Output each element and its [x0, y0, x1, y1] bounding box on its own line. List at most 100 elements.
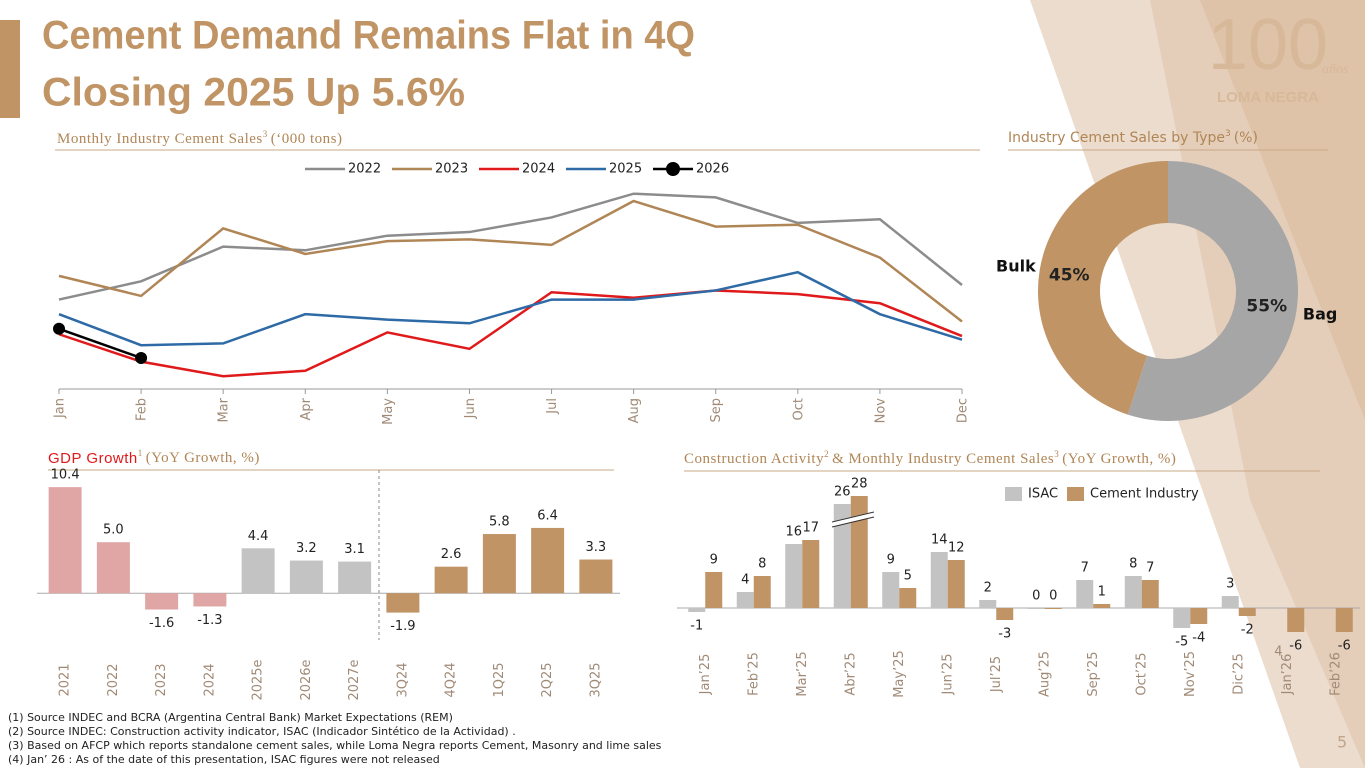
- x-tick-label: 2021: [58, 663, 73, 696]
- bar: [386, 593, 420, 613]
- series-line: [58, 289, 963, 378]
- bar: [850, 496, 868, 608]
- bar: [1027, 608, 1045, 609]
- bar: [979, 600, 997, 608]
- x-tick-label: Oct’25: [1134, 652, 1149, 695]
- category-label: Bulk: [996, 256, 1036, 275]
- axis-break: [831, 516, 875, 528]
- data-label: 8: [758, 557, 766, 572]
- legend-swatch: [1005, 487, 1022, 501]
- legend-label: Cement Industry: [1090, 487, 1199, 502]
- data-label: 4: [741, 573, 749, 588]
- bar: [531, 527, 565, 594]
- data-label: 6.4: [537, 508, 558, 523]
- bar: [736, 592, 754, 608]
- title-note: 3: [1054, 449, 1059, 459]
- bar: [289, 560, 323, 594]
- x-tick-label: Jun’25: [940, 654, 955, 696]
- x-tick-label: Jan’26: [1280, 654, 1295, 696]
- x-tick-label: Feb’25: [746, 652, 761, 696]
- data-label: 0: [1049, 589, 1057, 604]
- bar: [833, 504, 851, 608]
- footnote: (4) Jan’ 26 : As of the date of this pre…: [8, 753, 440, 766]
- data-label: -6: [1338, 639, 1351, 654]
- bar: [1124, 576, 1142, 608]
- x-tick-label: Jan: [53, 398, 68, 419]
- series-line: [58, 199, 963, 323]
- data-label: -1.6: [149, 616, 174, 631]
- bar: [1044, 608, 1062, 609]
- data-label: 9: [887, 553, 895, 568]
- title-text: & Monthly Industry Cement Sales: [832, 451, 1054, 467]
- axis-break: [831, 511, 875, 527]
- logo-number: 100: [1208, 5, 1328, 85]
- bar: [1221, 596, 1239, 608]
- series-line: [58, 327, 142, 360]
- legend-marker: [666, 162, 680, 176]
- bar: [338, 561, 372, 594]
- bar: [753, 576, 771, 608]
- data-label: -4: [1192, 631, 1205, 646]
- bar: [434, 566, 468, 594]
- logo-script: años: [1322, 62, 1349, 77]
- donut-slice: [1038, 161, 1168, 415]
- x-tick-label: 3Q24: [395, 662, 410, 697]
- data-label: -1.9: [390, 619, 415, 634]
- bar: [785, 544, 803, 608]
- data-label: 2.6: [441, 547, 462, 562]
- data-label: 5.8: [489, 515, 510, 530]
- x-tick-label: 2026e: [299, 659, 314, 700]
- title-text: Monthly Industry Cement Sales: [57, 131, 263, 147]
- legend-label: 2025: [609, 162, 642, 177]
- x-tick-label: Dec: [956, 398, 971, 423]
- data-label: 3.3: [586, 540, 607, 555]
- point: [135, 351, 148, 364]
- x-tick-label: 3Q25: [588, 662, 603, 697]
- legend-swatch: [1067, 487, 1084, 501]
- data-label: 1: [1098, 585, 1106, 600]
- data-label: 4.4: [248, 529, 269, 544]
- x-tick-label: Dic’25: [1231, 653, 1246, 694]
- data-label: -2: [1241, 623, 1254, 638]
- title-unit: (‘000 tons): [271, 131, 343, 147]
- bar: [882, 572, 900, 608]
- x-tick-label: Abr’25: [843, 652, 858, 695]
- bar: [996, 608, 1014, 620]
- bar: [241, 548, 275, 594]
- axis-break: [831, 511, 875, 523]
- x-tick-label: 2027e: [347, 659, 362, 700]
- x-tick-label: 2024: [202, 663, 217, 696]
- data-label: -6: [1289, 639, 1302, 654]
- bar: [1173, 608, 1191, 628]
- bar: [688, 608, 706, 612]
- data-label: 17: [802, 521, 819, 536]
- bar: [947, 560, 965, 608]
- legend-label: 2022: [348, 162, 381, 177]
- x-tick-label: Oct: [791, 398, 806, 420]
- legend-label: 2026: [696, 162, 729, 177]
- title-bar: [0, 20, 20, 118]
- title-note: 3: [263, 129, 268, 139]
- bar: [1093, 604, 1111, 608]
- title-note: 2: [824, 449, 829, 459]
- chart-title: Construction Activity2 & Monthly Industry…: [684, 449, 1176, 467]
- x-tick-label: Apr: [299, 397, 314, 420]
- data-label: -1: [690, 619, 703, 634]
- page-number: 5: [1337, 733, 1347, 752]
- bar: [193, 593, 227, 607]
- x-tick-label: Sep’25: [1086, 651, 1101, 696]
- data-label: 0: [1032, 589, 1040, 604]
- x-tick-label: Aug’25: [1037, 651, 1052, 697]
- point: [53, 322, 65, 335]
- title-text: Construction Activity: [684, 451, 824, 467]
- chart-title: Industry Cement Sales by Type3 (%): [1008, 129, 1258, 147]
- x-tick-label: Sep: [709, 398, 724, 423]
- x-tick-label: Mar: [217, 397, 232, 422]
- bar: [579, 559, 613, 594]
- series-line: [58, 270, 963, 347]
- x-tick-label: 1Q25: [492, 662, 507, 697]
- data-label: 7: [1081, 561, 1089, 576]
- bar: [145, 593, 179, 610]
- chart-title: GDP Growth1 (YoY Growth, %): [48, 448, 260, 467]
